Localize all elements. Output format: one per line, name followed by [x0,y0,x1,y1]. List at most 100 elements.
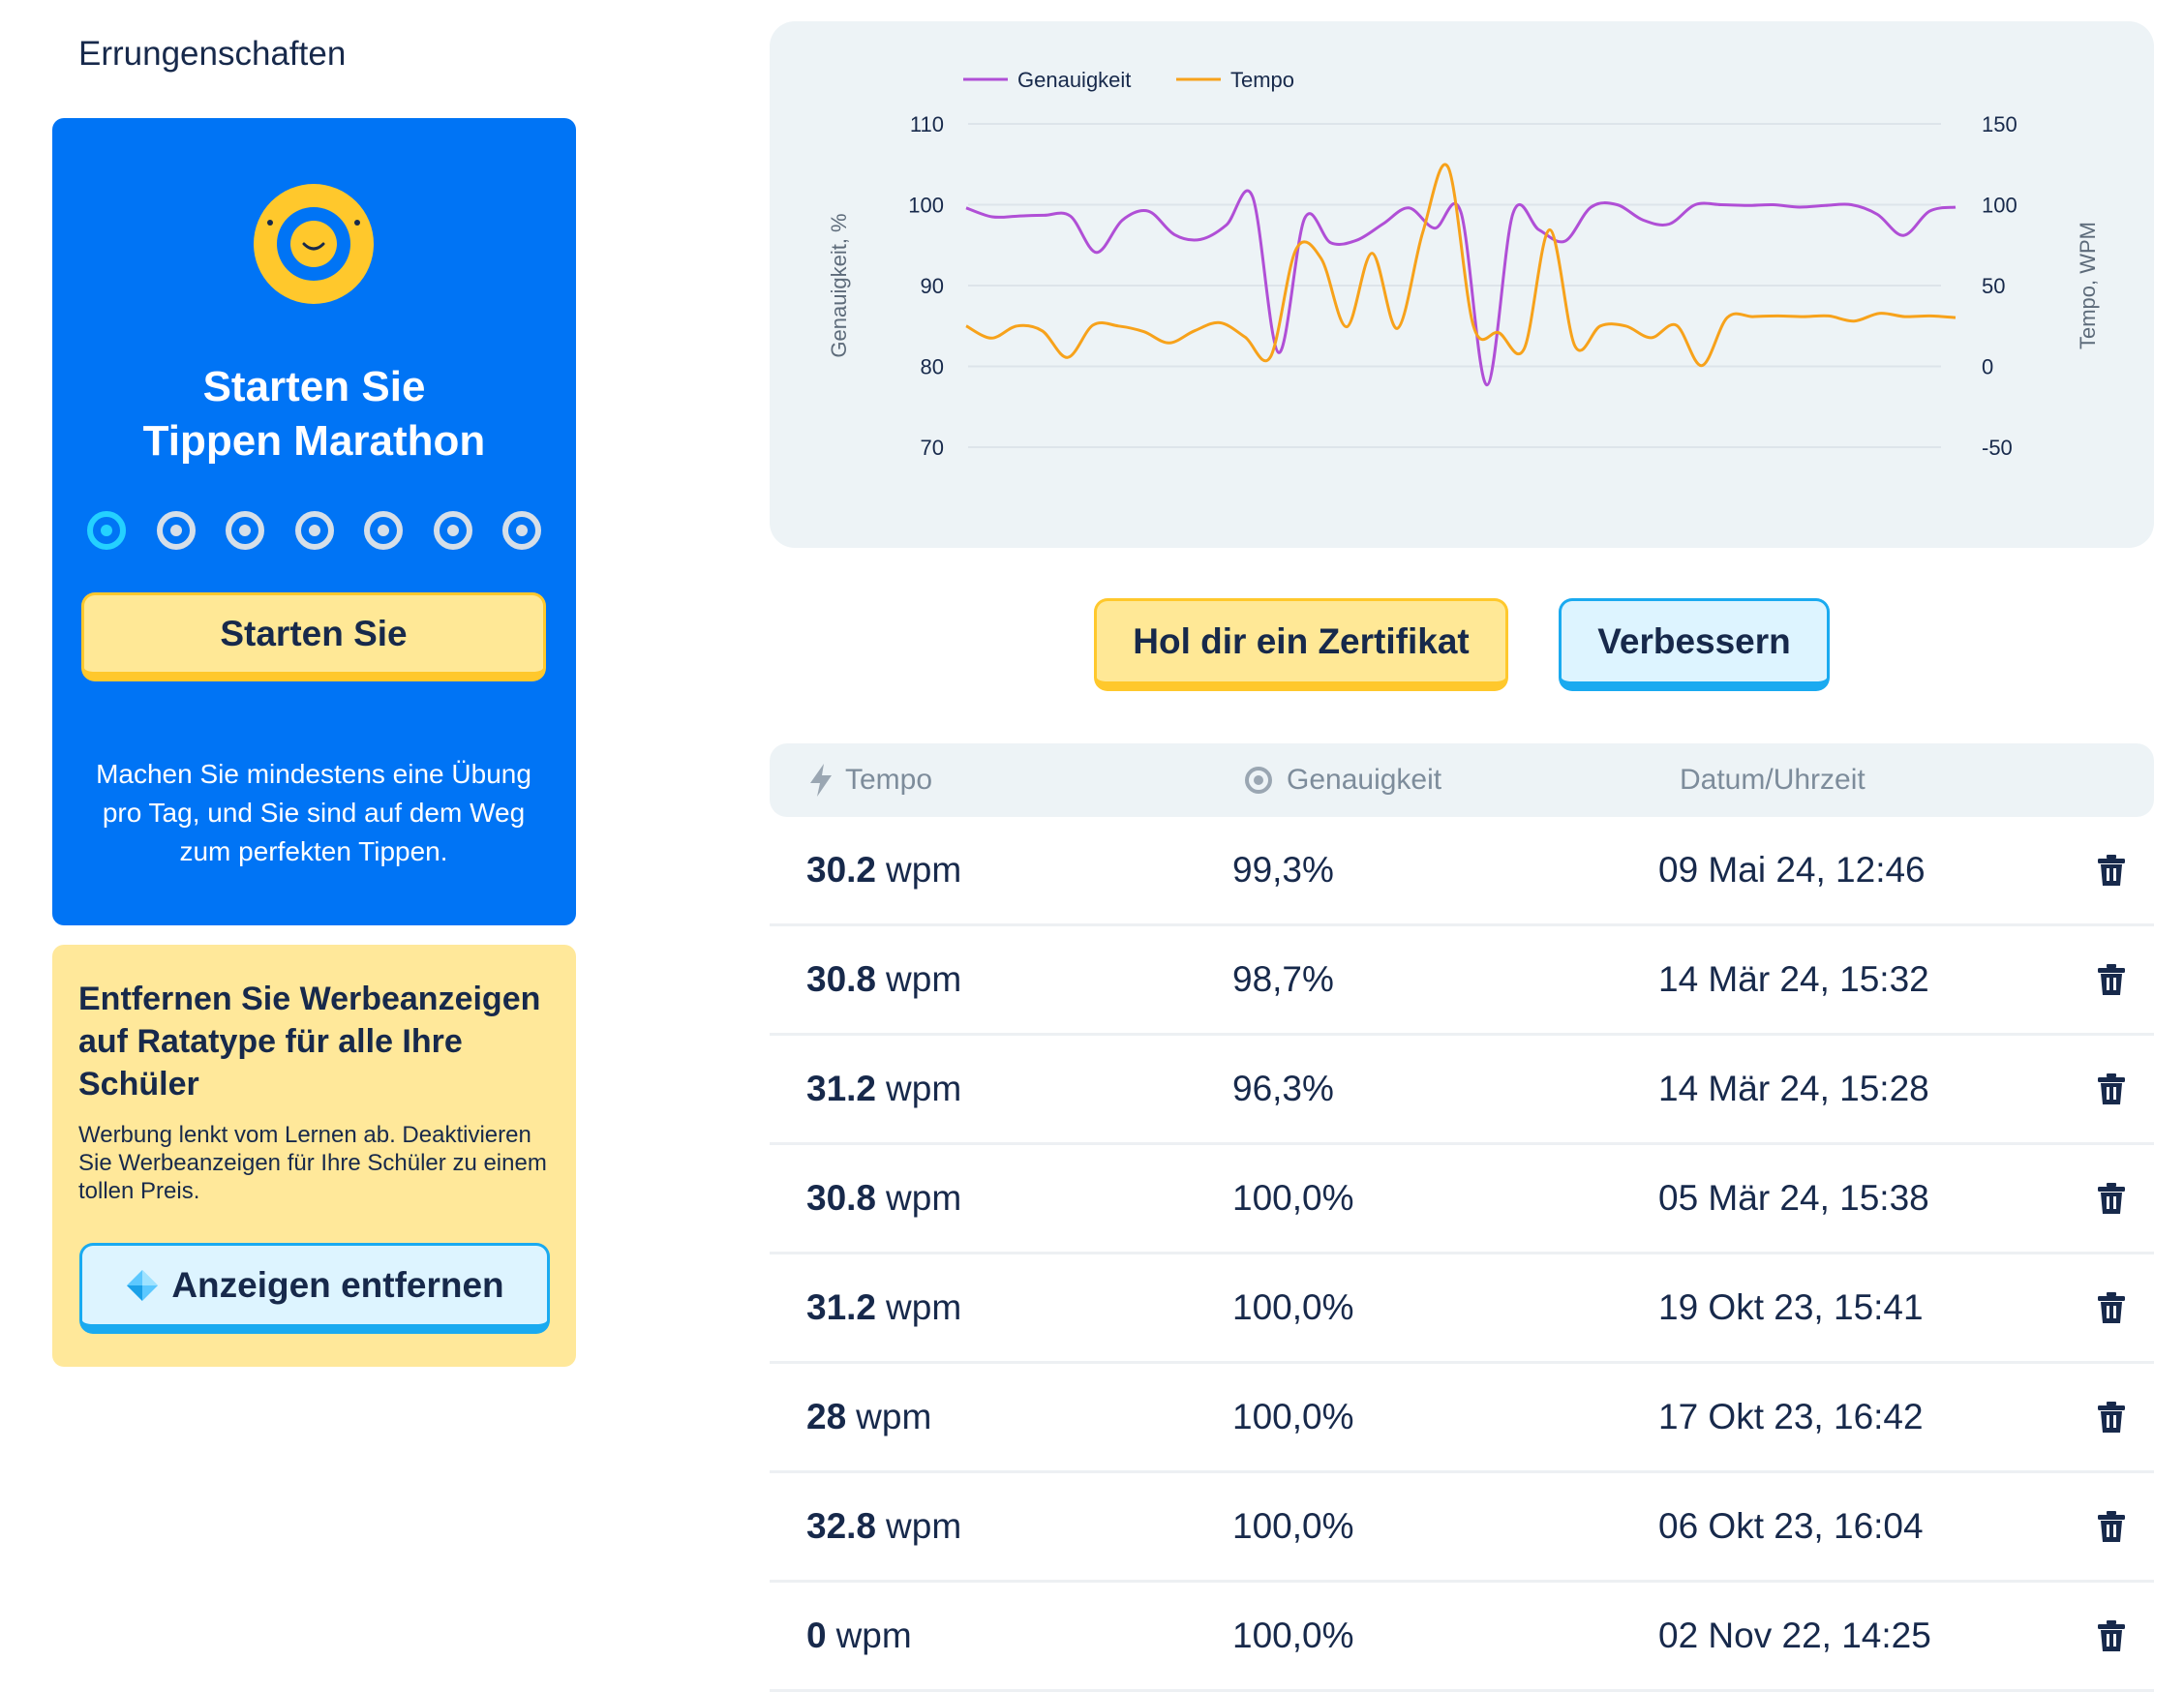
cell-tempo: 31.2 wpm [806,1254,961,1361]
trash-icon [2098,855,2125,886]
table-row: 30.8 wpm 100,0% 05 Mär 24, 15:38 [770,1145,2154,1254]
marathon-day-dot [364,511,403,550]
marathon-description: Machen Sie mindestens eine Übung pro Tag… [96,759,531,866]
improve-button[interactable]: Verbessern [1559,598,1830,691]
tempo-value: 0 [806,1616,827,1655]
cell-tempo: 32.8 wpm [806,1473,961,1580]
tempo-unit: wpm [886,1506,962,1546]
tempo-value: 32.8 [806,1506,877,1546]
accuracy-line [965,189,1956,387]
legend-label: Genauigkeit [1017,68,1131,92]
marathon-day-dot [434,511,472,550]
legend-label: Tempo [1230,68,1294,92]
marathon-day-dot [295,511,334,550]
delete-row-button[interactable] [2084,1036,2138,1142]
cell-tempo: 0 wpm [806,1583,912,1689]
y-right-tick-label: -50 [1982,436,2013,460]
header-accuracy-label: Genauigkeit [1287,764,1442,796]
tempo-value: 31.2 [806,1287,877,1327]
cell-accuracy: 100,0% [1232,1287,1354,1327]
results-table-header: Tempo Genauigkeit Datum/Uhrzeit [770,743,2154,817]
y-left-tick-label: 90 [921,274,944,298]
y-left-tick-label: 100 [908,194,944,218]
y-right-tick-label: 100 [1982,194,2017,218]
tempo-unit: wpm [886,850,962,890]
cell-accuracy: 100,0% [1232,1178,1354,1218]
table-row: 32.8 wpm 100,0% 06 Okt 23, 16:04 [770,1473,2154,1583]
cell-datetime: 09 Mai 24, 12:46 [1658,850,1926,890]
y-left-axis-title: Genauigkeit, % [827,213,851,357]
marathon-day-indicators [85,509,546,552]
table-row: 28 wpm 100,0% 17 Okt 23, 16:42 [770,1364,2154,1473]
delete-row-button[interactable] [2084,817,2138,923]
delete-row-button[interactable] [2084,1583,2138,1689]
y-left-tick-label: 70 [921,436,944,460]
y-right-axis-title: Tempo, WPM [2076,222,2100,349]
diamond-icon [127,1269,159,1301]
cell-tempo: 31.2 wpm [806,1036,961,1142]
header-datetime-label: Datum/Uhrzeit [1680,764,1866,796]
delete-row-button[interactable] [2084,1254,2138,1361]
performance-chart: 110 100 90 80 70 150 100 50 0 -50 Genauigkeit, % Te… [770,21,2154,548]
table-row: 30.2 wpm 99,3% 09 Mai 24, 12:46 [770,817,2154,926]
delete-row-button[interactable] [2084,1473,2138,1580]
marathon-day-dot [226,511,264,550]
start-marathon-button[interactable]: Starten Sie [81,592,546,681]
tempo-unit: wpm [886,1287,962,1327]
marathon-day-dot [157,511,196,550]
cell-datetime: 17 Okt 23, 16:42 [1658,1397,1924,1436]
get-certificate-button[interactable]: Hol dir ein Zertifikat [1094,598,1508,691]
delete-row-button[interactable] [2084,1145,2138,1252]
marathon-day-dot [502,511,541,550]
trash-icon [2098,1620,2125,1651]
cell-tempo: 30.8 wpm [806,1145,961,1252]
cell-datetime: 06 Okt 23, 16:04 [1658,1506,1924,1546]
marathon-day-dot [87,511,126,550]
cell-accuracy: 98,7% [1232,959,1334,999]
trash-icon [2098,1402,2125,1433]
cell-tempo: 30.2 wpm [806,817,961,923]
lightning-icon [810,764,832,797]
tempo-value: 28 [806,1397,847,1436]
chart-canvas: 110 100 90 80 70 150 100 50 0 -50 Genauigkeit, % Te… [827,68,2100,460]
y-left-tick-label: 80 [921,355,944,379]
cell-datetime: 14 Mär 24, 15:32 [1658,959,1929,999]
remove-ads-description: Werbung lenkt vom Lernen ab. Deaktiviere… [78,1122,547,1204]
y-right-tick-label: 50 [1982,274,2005,298]
trash-icon [2098,964,2125,995]
smile-badge-icon [254,184,374,304]
marathon-title-line2: Tippen Marathon [142,417,486,465]
delete-row-button[interactable] [2084,926,2138,1033]
y-right-tick-label: 0 [1982,355,1993,379]
y-right-tick-label: 150 [1982,112,2017,136]
table-row: 30.8 wpm 98,7% 14 Mär 24, 15:32 [770,926,2154,1036]
cell-tempo: 30.8 wpm [806,926,961,1033]
table-row: 31.2 wpm 100,0% 19 Okt 23, 15:41 [770,1254,2154,1364]
tempo-unit: wpm [886,1069,962,1108]
achievements-title: Errungenschaften [78,35,347,73]
table-row: 31.2 wpm 96,3% 14 Mär 24, 15:28 [770,1036,2154,1145]
cell-datetime: 14 Mär 24, 15:28 [1658,1069,1929,1108]
tempo-unit: wpm [886,959,962,999]
header-accuracy: Genauigkeit [1244,743,1441,817]
cell-accuracy: 99,3% [1232,850,1334,890]
marathon-title-line1: Starten Sie [202,363,426,410]
marathon-title: Starten Sie Tippen Marathon [52,360,576,468]
results-table-body: 30.2 wpm 99,3% 09 Mai 24, 12:46 30.8 wpm 98,7%… [770,817,2154,1692]
cell-accuracy: 100,0% [1232,1616,1354,1655]
trash-icon [2098,1073,2125,1104]
target-icon [1245,767,1272,794]
tempo-unit: wpm [886,1178,962,1218]
remove-ads-button-label: Anzeigen entfernen [171,1264,504,1305]
cell-accuracy: 100,0% [1232,1506,1354,1546]
tempo-value: 30.8 [806,959,877,999]
remove-ads-button[interactable]: Anzeigen entfernen [79,1243,550,1334]
cell-datetime: 05 Mär 24, 15:38 [1658,1178,1929,1218]
trash-icon [2098,1292,2125,1323]
header-tempo: Tempo [810,743,932,817]
delete-row-button[interactable] [2084,1364,2138,1470]
header-datetime: Datum/Uhrzeit [1680,743,1866,817]
table-row: 0 wpm 100,0% 02 Nov 22, 14:25 [770,1583,2154,1692]
cell-tempo: 28 wpm [806,1364,931,1470]
tempo-value: 31.2 [806,1069,877,1108]
